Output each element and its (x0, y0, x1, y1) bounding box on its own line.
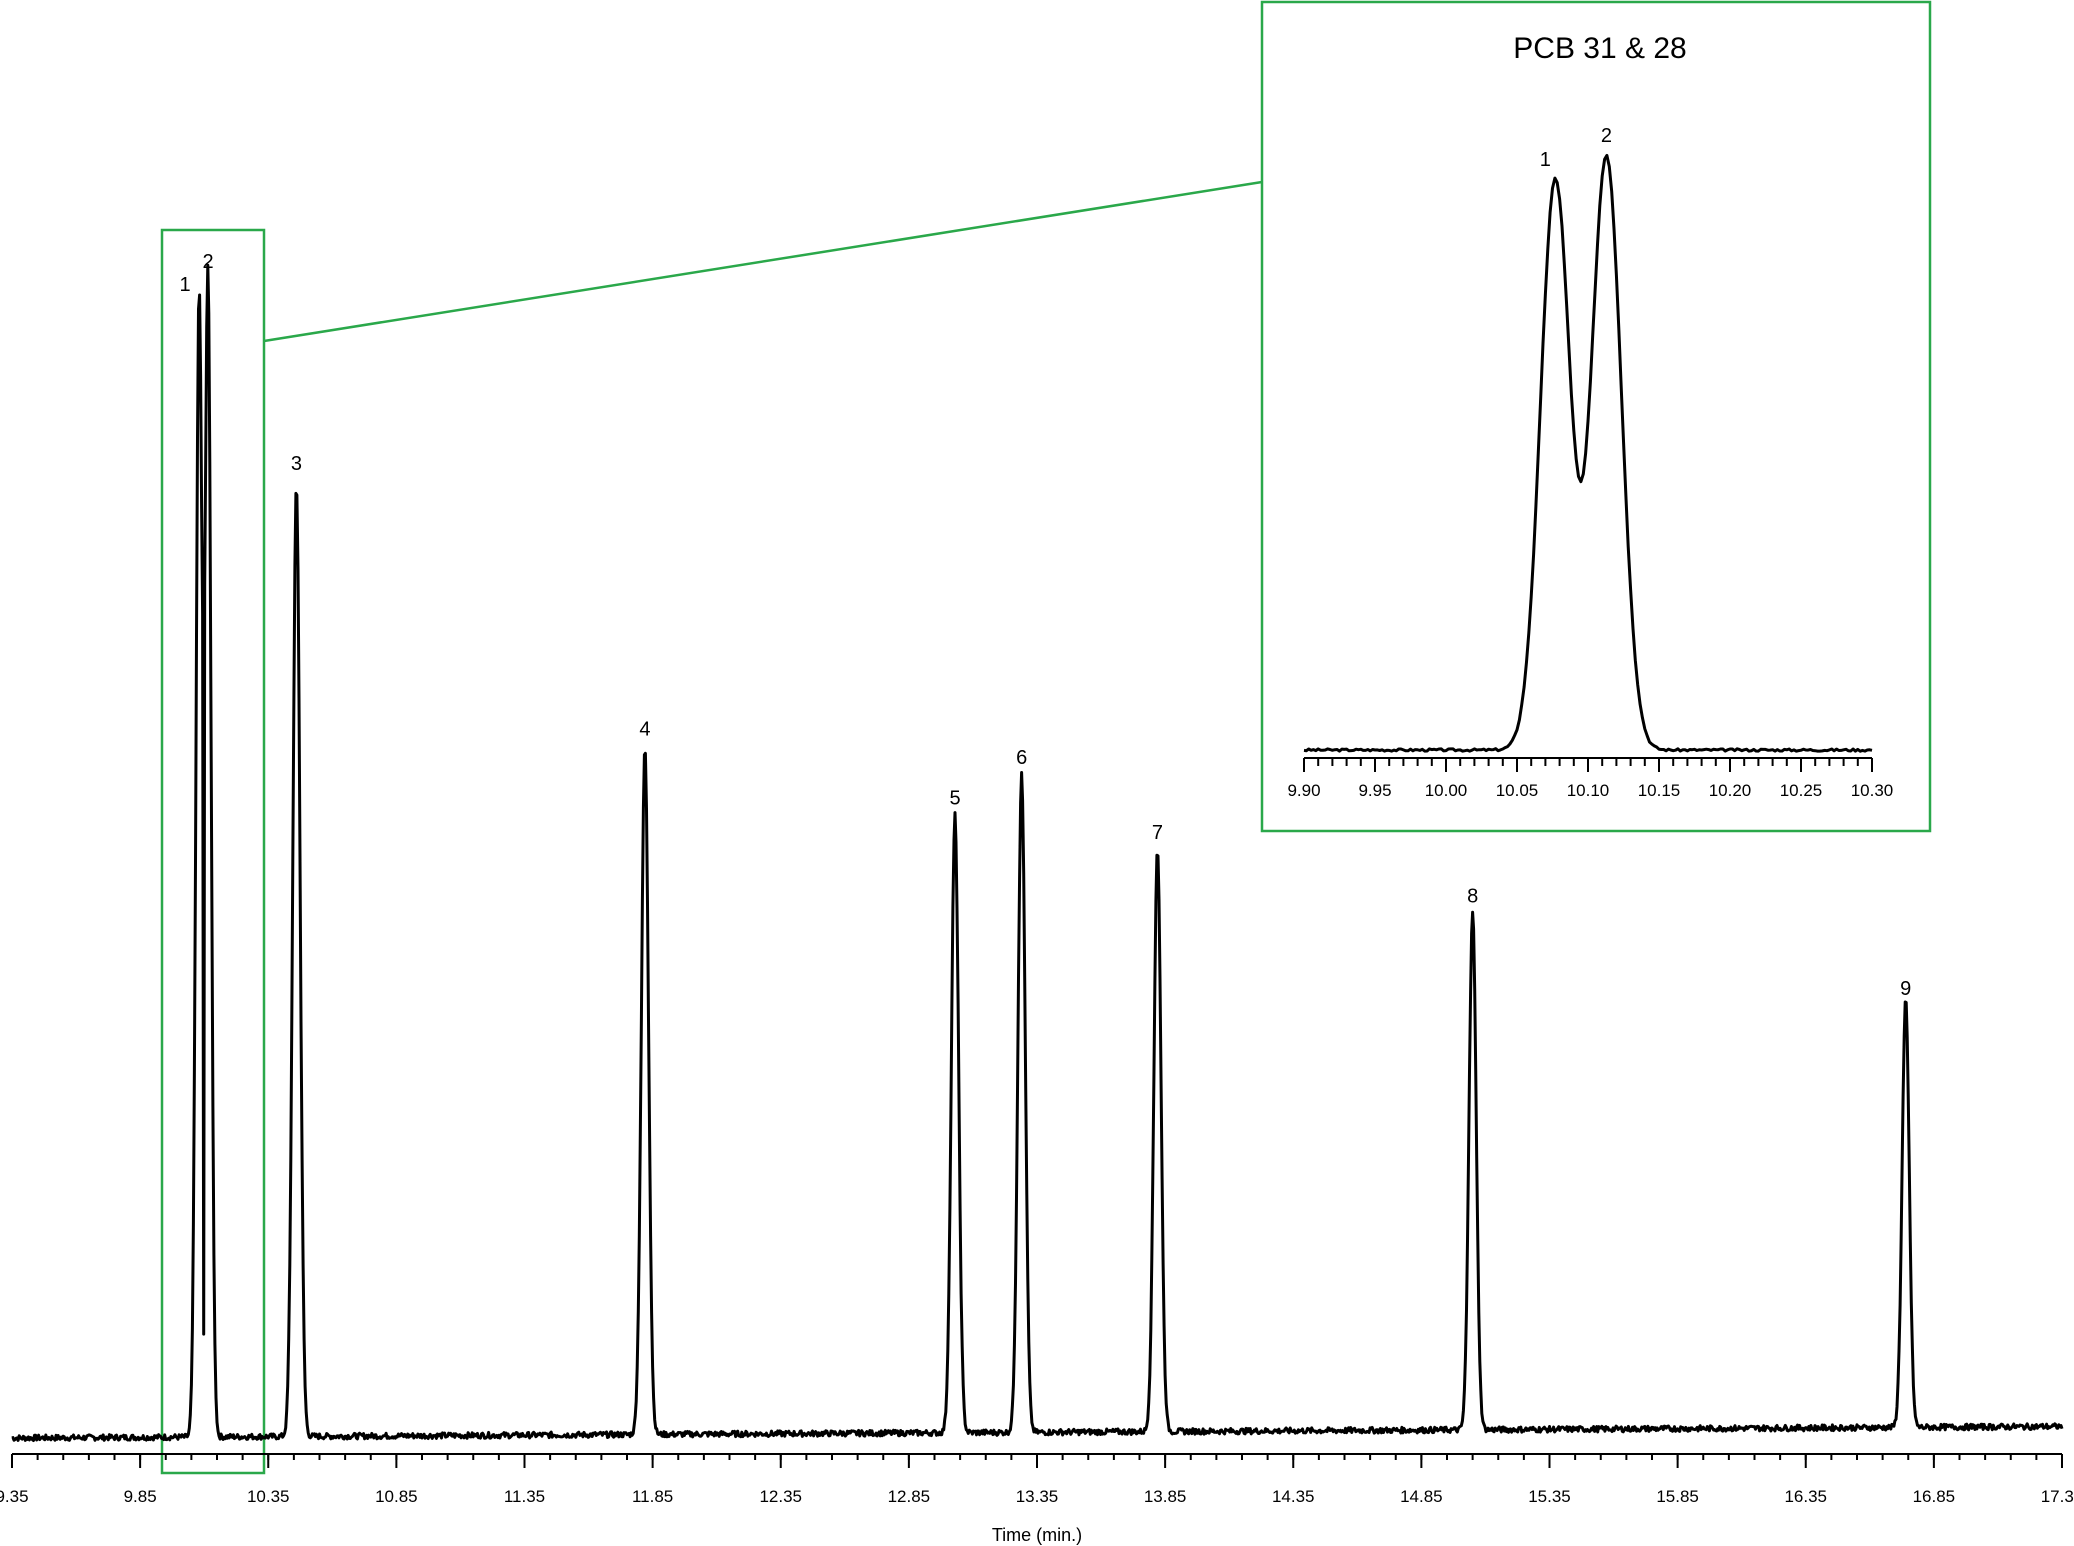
inset-x-axis-tick-label: 9.90 (1287, 781, 1320, 800)
peak-label: 9 (1900, 978, 1911, 1000)
inset-title: PCB 31 & 28 (1513, 32, 1686, 65)
inset-x-axis-tick-label: 10.25 (1780, 781, 1823, 800)
inset-x-axis-tick-label: 9.95 (1358, 781, 1391, 800)
peak-label: 8 (1467, 886, 1478, 908)
x-axis-tick-label: 11.85 (632, 1487, 673, 1506)
inset-x-axis-ticks: 9.90 9.95 10.00 10.05 10.10 10.15 10.20 10.25 10… (1287, 758, 1893, 800)
peak-label: 4 (639, 718, 650, 740)
main-chromatogram: 9.35 9.85 10.35 10.85 11.35 11.85 12.35 12.85 13… (0, 180, 2074, 1545)
x-axis-tick-label: 14.35 (1272, 1487, 1315, 1506)
inset-x-axis-tick-label: 10.05 (1496, 781, 1539, 800)
peak-label: 2 (202, 251, 213, 273)
x-axis-tick-label: 13.85 (1144, 1487, 1187, 1506)
peak-labels: 12 3 4 5 6 7 8 9 (180, 251, 1912, 1000)
x-axis-tick-label: 12.85 (888, 1487, 931, 1506)
inset-chromatogram: PCB 31 & 28 9.90 9.95 10.00 10.05 10.10 10.15… (1260, 0, 1932, 833)
inset-x-axis-tick-label: 10.10 (1567, 781, 1610, 800)
x-axis-tick-label: 17.35 (2041, 1487, 2074, 1506)
inset-x-axis-tick-label: 10.20 (1709, 781, 1752, 800)
x-axis-tick-label: 13.35 (1016, 1487, 1059, 1506)
x-axis-tick-label: 9.35 (0, 1487, 29, 1506)
inset-x-axis-tick-label: 10.00 (1425, 781, 1468, 800)
x-axis-tick-label: 12.35 (759, 1487, 802, 1506)
peak-label: 5 (949, 788, 960, 810)
x-axis-tick-label: 15.85 (1656, 1487, 1699, 1506)
zoom-connector-line (263, 180, 1263, 343)
x-axis-tick-label: 10.35 (247, 1487, 290, 1506)
x-axis-tick-label: 16.85 (1913, 1487, 1956, 1506)
peak-label: 6 (1016, 747, 1027, 769)
x-axis-tick-label: 10.85 (375, 1487, 418, 1506)
x-axis-tick-label: 9.85 (124, 1487, 157, 1506)
inset-peak-labels: 12 (1540, 125, 1612, 171)
x-axis-title: Time (min.) (992, 1525, 1082, 1545)
peak-label: 1 (180, 274, 191, 296)
zoom-window-box (160, 228, 266, 1475)
main-trace-line (11, 263, 2064, 1442)
inset-x-axis-tick-label: 10.30 (1851, 781, 1894, 800)
x-axis-tick-label: 11.35 (504, 1487, 545, 1506)
inset-trace-line (1303, 153, 1873, 753)
peak-label: 7 (1152, 822, 1163, 844)
inset-peak-label: 1 (1540, 149, 1551, 171)
inset-peak-label: 2 (1601, 125, 1612, 147)
x-axis-ticks: 9.35 9.85 10.35 10.85 11.35 11.85 12.35 12.85 13… (0, 1454, 2074, 1506)
peak-label: 3 (291, 453, 302, 475)
inset-frame (1260, 0, 1932, 833)
x-axis-tick-label: 15.35 (1528, 1487, 1571, 1506)
inset-x-axis-tick-label: 10.15 (1638, 781, 1681, 800)
x-axis-tick-label: 14.85 (1400, 1487, 1443, 1506)
x-axis-tick-label: 16.35 (1784, 1487, 1827, 1506)
